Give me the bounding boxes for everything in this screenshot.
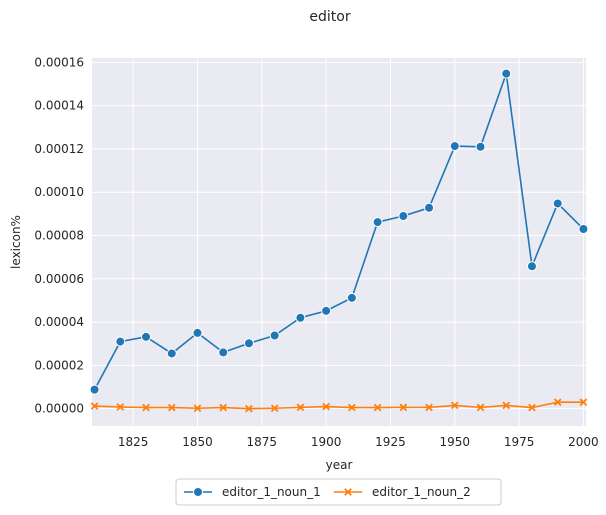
x-tick-label: 1900 [311,435,342,449]
grid-lines [92,58,586,426]
legend: editor_1_noun_1 editor_1_noun_2 [175,478,502,506]
data-point [346,292,357,303]
y-tick-label: 0.00012 [34,142,84,156]
data-point [553,398,562,407]
y-axis-label: lexicon% [9,215,23,269]
plot-area [92,58,586,426]
data-point [373,403,382,412]
data-point [449,141,460,152]
data-point [115,336,126,347]
data-point [269,330,280,341]
data-point [579,398,588,407]
data-point [502,401,511,410]
data-point [476,403,485,412]
legend-label: editor_1_noun_2 [372,485,471,499]
x-tick-label: 1850 [182,435,213,449]
data-point [501,68,512,79]
x-tick-label: 2000 [568,435,599,449]
data-point [89,384,100,395]
data-point [295,312,306,323]
data-point [219,403,228,412]
x-tick-label: 1975 [504,435,535,449]
x-axis-label: year [326,458,353,472]
y-tick-label: 0.00014 [34,99,84,113]
legend-marker [193,487,203,497]
data-point [296,403,305,412]
x-tick-label: 1875 [247,435,278,449]
legend-label: editor_1_noun_1 [222,485,321,499]
series-layer [89,68,589,413]
data-point [218,347,229,358]
series-line [94,401,584,410]
y-tick-label: 0.00006 [34,272,84,286]
data-point [399,403,408,412]
data-point [450,401,459,410]
data-point [90,402,99,410]
data-point [372,217,383,228]
data-point [578,224,589,235]
y-tick-label: 0.00010 [34,185,84,199]
y-tick-label: 0.00000 [34,402,84,416]
y-tick-label: 0.00002 [34,358,84,372]
x-tick-label: 1950 [440,435,471,449]
axis-ticks: 1825 1850 1875 1900 1925 1950 1975 2000 0.00000 0… [34,55,598,449]
data-point [166,348,177,359]
data-point [528,403,536,412]
data-point [475,141,486,152]
chart-title: editor [309,9,350,25]
data-point [552,198,563,209]
data-point [424,202,435,213]
data-point [425,403,433,412]
data-point [245,404,253,413]
data-point [167,403,176,412]
series-2 [90,398,588,413]
data-point [270,404,279,413]
x-tick-label: 1925 [375,435,406,449]
data-point [193,404,202,413]
data-point [321,305,332,316]
data-point [526,261,537,272]
data-point [243,338,254,349]
y-tick-label: 0.00008 [34,229,84,243]
data-point [348,403,356,412]
data-point [192,327,203,338]
y-tick-label: 0.00004 [34,315,84,329]
x-tick-label: 1825 [118,435,149,449]
data-point [141,331,152,342]
data-point [322,402,330,411]
data-point [398,211,409,222]
series-1 [89,68,589,395]
data-point [116,403,125,411]
series-line [93,73,584,391]
legend-marker [344,488,352,496]
legend-entry: editor_1_noun_2 [334,485,471,499]
data-point [142,403,150,412]
y-tick-label: 0.00016 [34,55,84,69]
legend-entry: editor_1_noun_1 [184,485,321,499]
